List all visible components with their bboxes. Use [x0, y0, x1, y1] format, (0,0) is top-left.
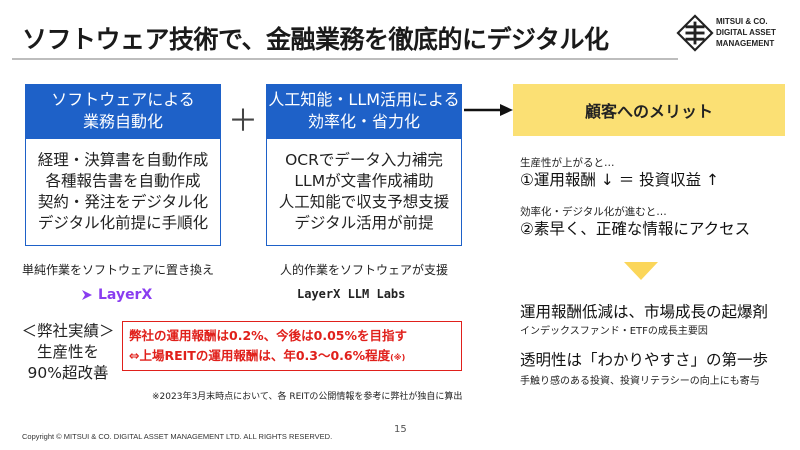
track-record-line: ＜弊社実績＞ — [21, 322, 115, 340]
llm-box-body: OCRでデータ入力補完 LLMが文書作成補助 人工知能で収支予想支援 デジタル活… — [266, 138, 462, 246]
fee-line2: ⇔上場REITの運用報酬は、年0.3～0.6%程度 — [129, 348, 391, 363]
list-item: デジタル化前提に手順化 — [37, 214, 209, 232]
header-line: 人工知能・LLM活用による — [268, 90, 460, 109]
list-item: 経理・決算書を自動作成 — [37, 151, 209, 169]
logo-line: MITSUI & CO. — [716, 17, 768, 26]
layerx-llm-labs-logo: LayerX LLM Labs — [297, 287, 406, 301]
fee-line1: 弊社の運用報酬は0.2%、今後は0.05%を目指す — [129, 328, 408, 343]
list-item: デジタル活用が前提 — [294, 214, 434, 232]
fee-footnote-mark: (※) — [390, 353, 406, 362]
list-item: 各種報告書を自動作成 — [45, 172, 201, 190]
header-line: ソフトウェアによる — [51, 90, 195, 109]
layerx-logo: LayerX — [80, 287, 152, 303]
result2-title: 透明性は「わかりやすさ」の第一歩 — [520, 351, 769, 369]
track-record-line: 生産性を — [36, 343, 99, 361]
company-logo-text: MITSUI & CO. DIGITAL ASSET MANAGEMENT — [716, 16, 776, 49]
copyright: Copyright © MITSUI & CO. DIGITAL ASSET M… — [22, 432, 333, 441]
list-item: 契約・発注をデジタル化 — [37, 193, 209, 211]
list-item: 人工知能で収支予想支援 — [278, 193, 450, 211]
layerx-mark-icon — [82, 290, 92, 300]
header-line: 効率化・省力化 — [307, 112, 420, 131]
list-item: LLMが文書作成補助 — [294, 172, 434, 190]
header-line: 業務自動化 — [82, 112, 163, 131]
track-record: ＜弊社実績＞ 生産性を 90%超改善 — [18, 321, 118, 384]
title-divider — [12, 58, 678, 60]
fee-line2-wrap: ⇔上場REITの運用報酬は、年0.3～0.6%程度(※) — [129, 346, 455, 368]
automation-box-header: ソフトウェアによる 業務自動化 — [25, 84, 221, 138]
merit-header: 顧客へのメリット — [513, 84, 785, 136]
llm-caption: 人的作業をソフトウェアが支援 — [280, 263, 449, 277]
layerx-brand-text: LayerX — [98, 287, 153, 303]
result1-subtitle: インデックスファンド・ETFの成長主要因 — [520, 326, 708, 337]
track-record-line: 90%超改善 — [27, 364, 109, 382]
llm-box-header: 人工知能・LLM活用による 効率化・省力化 — [266, 84, 462, 138]
merit-point1-label: 生産性が上がると… — [520, 157, 615, 169]
fee-callout: 弊社の運用報酬は0.2%、今後は0.05%を目指す ⇔上場REITの運用報酬は、… — [122, 321, 462, 371]
right-arrow-icon — [464, 104, 513, 116]
footnote: ※2023年3月末時点において、各 REITの公開情報を参考に弊社が独自に算出 — [152, 392, 463, 402]
result1-title: 運用報酬低減は、市場成長の起爆剤 — [520, 303, 769, 321]
merit-point1: ①運用報酬 ↓ ＝ 投資収益 ↑ — [520, 171, 720, 189]
company-logo-icon — [676, 14, 714, 52]
logo-line: MANAGEMENT — [716, 39, 775, 48]
list-item: OCRでデータ入力補完 — [285, 151, 443, 169]
down-triangle-icon — [624, 262, 658, 280]
merit-point2: ②素早く、正確な情報にアクセス — [520, 220, 751, 238]
result2-subtitle: 手触り感のある投資、投資リテラシーの向上にも寄与 — [520, 376, 760, 387]
page-number: 15 — [394, 424, 407, 435]
automation-caption: 単純作業をソフトウェアに置き換え — [22, 263, 215, 277]
plus-sign: ＋ — [228, 104, 258, 139]
page-title: ソフトウェア技術で、金融業務を徹底的にデジタル化 — [22, 25, 609, 54]
logo-line: DIGITAL ASSET — [716, 28, 776, 37]
automation-box-body: 経理・決算書を自動作成 各種報告書を自動作成 契約・発注をデジタル化 デジタル化… — [25, 138, 221, 246]
merit-point2-label: 効率化・デジタル化が進むと… — [520, 206, 667, 218]
